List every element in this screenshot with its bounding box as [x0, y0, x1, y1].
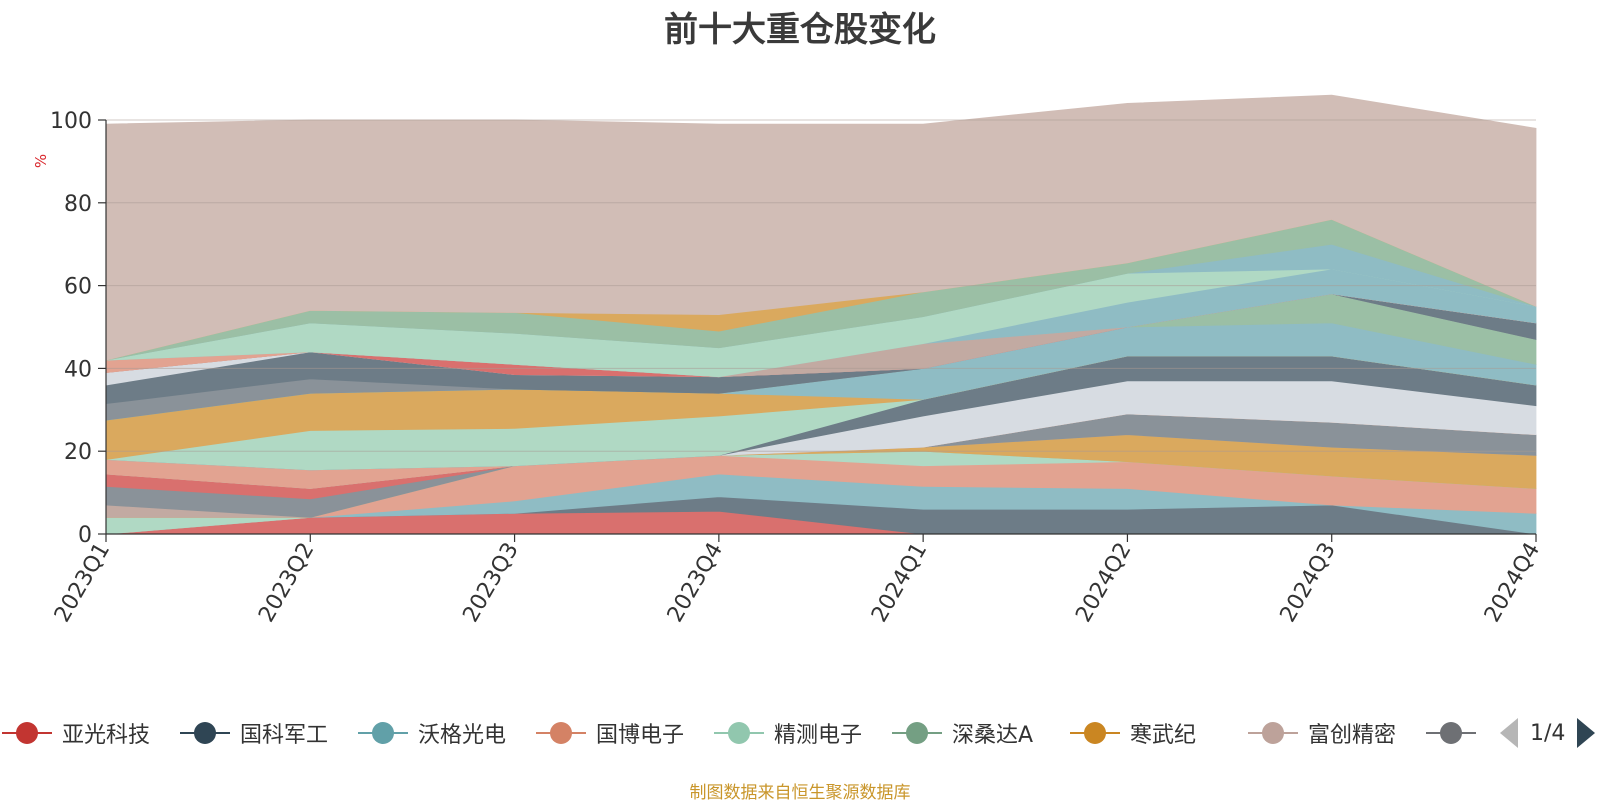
legend-marker-icon [1426, 722, 1476, 744]
x-tick-label-7: 2024Q4 [1480, 539, 1545, 627]
legend-item-2[interactable]: 国科军工 [180, 716, 328, 750]
legend-marker-icon [358, 722, 408, 744]
y-tick-label-1: 20 [64, 440, 92, 465]
legend-label: 寒武纪 [1130, 723, 1197, 748]
y-tick-label-5: 100 [50, 109, 92, 134]
legend-label: 沃格光电 [418, 723, 507, 748]
legend-marker-icon [180, 722, 230, 744]
x-tick-label-5: 2024Q2 [1071, 539, 1136, 627]
legend-item-4[interactable]: 国博电子 [536, 716, 684, 750]
area-series-30 [105, 94, 1537, 361]
x-tick-label-1: 2023Q2 [254, 539, 319, 627]
chart-title: 前十大重仓股变化 [664, 10, 936, 50]
legend-marker-icon [714, 722, 764, 744]
legend-item-8[interactable]: 富创精密 [1248, 716, 1396, 750]
x-tick-label-6: 2024Q3 [1276, 539, 1341, 627]
legend-item-3[interactable]: 沃格光电 [358, 716, 506, 750]
legend-item-6[interactable]: 深桑达A [892, 716, 1033, 750]
y-tick-label-0: 0 [78, 523, 92, 548]
legend-label: 国科军工 [240, 723, 329, 748]
x-tick-label-2: 2023Q3 [458, 539, 523, 627]
legend-marker-icon [1248, 722, 1298, 744]
axes [105, 120, 1536, 535]
legend-label: 精测电子 [774, 723, 863, 748]
legend-marker-icon [892, 722, 942, 744]
legend-item-5[interactable]: 精测电子 [714, 716, 862, 750]
legend-item-1[interactable]: 亚光科技 [2, 716, 150, 750]
source-note: 制图数据来自恒生聚源数据库 [689, 783, 911, 803]
legend-pager: 1/4 [1500, 718, 1596, 748]
legend-prev-arrow-icon[interactable] [1500, 718, 1518, 748]
grid-lines [106, 119, 1536, 452]
legend-label: 亚光科技 [62, 723, 151, 748]
legend-marker-icon [536, 722, 586, 744]
legend-label: 富创精密 [1308, 723, 1397, 748]
legend-label: 深桑达A [952, 723, 1034, 748]
y-tick-label-4: 80 [64, 192, 92, 217]
x-tick-label-3: 2023Q4 [663, 539, 728, 627]
legend-marker-icon [2, 722, 52, 744]
legend-label: 国博电子 [596, 723, 685, 748]
legend: 亚光科技 国科军工 沃格光电 国博电子 精测电子 深桑达A 寒武纪 富创精密 振芯科技 [0, 716, 1480, 756]
legend-next-arrow-icon[interactable] [1577, 718, 1596, 748]
series-areas [105, 94, 1537, 535]
legend-item-7[interactable]: 寒武纪 [1070, 716, 1196, 750]
y-tick-label-3: 60 [64, 275, 92, 300]
y-tick-label-2: 40 [64, 357, 92, 382]
y-tick-labels: 0 20 40 60 80 100 [50, 109, 106, 548]
legend-item-9[interactable]: 振芯科技 [1426, 716, 1480, 750]
legend-page-indicator: 1/4 [1530, 720, 1566, 746]
x-tick-labels: 2023Q1 2023Q2 2023Q3 2023Q4 2024Q1 2024Q2 2024… [50, 534, 1545, 627]
x-tick-label-0: 2023Q1 [50, 539, 115, 627]
legend-marker-icon [1070, 722, 1120, 744]
x-tick-label-4: 2024Q1 [867, 539, 932, 627]
